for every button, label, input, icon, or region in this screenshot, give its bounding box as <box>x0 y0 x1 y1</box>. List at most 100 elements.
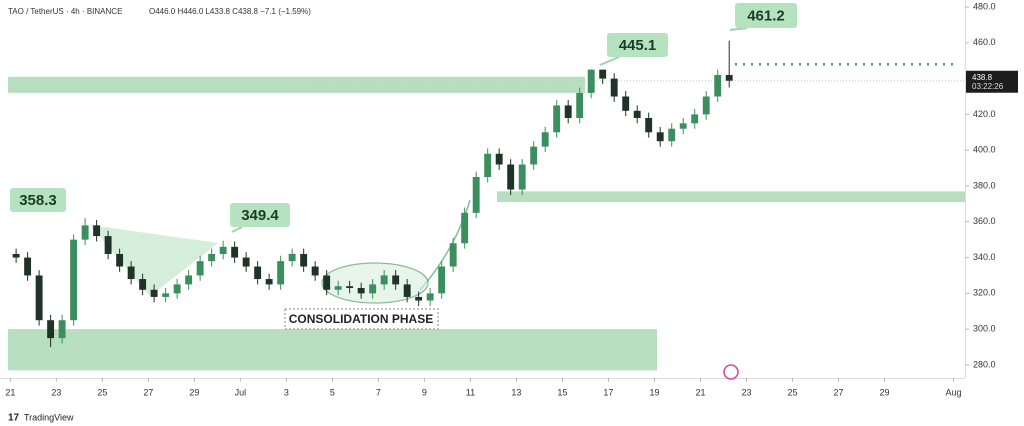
candle-body <box>150 289 158 297</box>
callout-label: 358.3 <box>19 192 57 209</box>
callout-box <box>735 3 797 28</box>
callout-label: 461.2 <box>747 7 785 24</box>
x-tick-label: 29 <box>189 387 199 397</box>
x-tick-label: 29 <box>879 387 889 397</box>
candle-body <box>541 132 549 147</box>
candle-body <box>70 239 78 321</box>
candle-body <box>564 105 572 118</box>
x-tick-label: 21 <box>695 387 705 397</box>
candle-body <box>438 266 446 294</box>
candle-body <box>495 153 503 165</box>
candle-body <box>288 253 296 262</box>
logo-mark: 17 <box>8 413 20 424</box>
x-tick-label: 17 <box>603 387 613 397</box>
candle-body <box>599 69 607 79</box>
candle-body <box>484 153 492 178</box>
y-tick-label: 420.0 <box>973 109 996 119</box>
candle-body <box>208 253 216 262</box>
candle-body <box>668 128 676 142</box>
candle-body <box>518 164 526 190</box>
icon-circle <box>723 364 739 380</box>
x-tick-label: 23 <box>51 387 61 397</box>
candle-body <box>622 96 630 111</box>
candle-body <box>12 253 20 258</box>
x-tick-label: 19 <box>649 387 659 397</box>
candle-body <box>576 92 584 118</box>
candle-body <box>47 320 55 339</box>
candle-body <box>633 110 641 118</box>
candle-body <box>702 96 710 115</box>
candle-body <box>714 75 722 97</box>
candle-body <box>242 257 250 267</box>
candle-body <box>426 293 434 301</box>
x-tick-label: 27 <box>833 387 843 397</box>
candle-body <box>334 286 342 290</box>
x-tick-label: 15 <box>557 387 567 397</box>
brand-name: TradingView <box>24 412 74 422</box>
candle-body <box>346 286 354 288</box>
candle-body <box>587 69 595 93</box>
x-tick-label: 13 <box>511 387 521 397</box>
candle-body <box>162 293 170 297</box>
candle-body <box>530 146 538 165</box>
x-tick-label: Jul <box>235 387 247 397</box>
support-zone <box>497 191 965 203</box>
candle-body <box>24 257 32 276</box>
x-tick-label: 3 <box>284 387 289 397</box>
candle-body <box>35 275 43 321</box>
x-tick-label: 9 <box>422 387 427 397</box>
candle-body <box>254 266 262 280</box>
consolidation-ellipse <box>321 262 429 304</box>
callout-box <box>607 33 668 57</box>
candle-body <box>656 132 664 142</box>
candle-body <box>369 284 377 294</box>
candle-body <box>196 261 204 276</box>
candle-body <box>403 284 411 297</box>
candle-body <box>58 320 66 339</box>
replay-icon <box>723 364 739 380</box>
candle-body <box>323 275 331 290</box>
candle-body <box>461 212 469 244</box>
y-tick-label: 380.0 <box>973 180 996 190</box>
y-tick-label: 300.0 <box>973 324 996 334</box>
candle-body <box>127 266 135 280</box>
candle-body <box>81 225 89 240</box>
candle-body <box>691 114 699 124</box>
y-tick-label: 400.0 <box>973 145 996 155</box>
candle-body <box>93 225 101 237</box>
x-tick-label: 11 <box>466 387 475 397</box>
wedge-shape <box>90 225 218 296</box>
y-tick-label: 460.0 <box>973 37 996 47</box>
x-tick-label: Aug <box>945 387 961 397</box>
y-tick-label: 360.0 <box>973 216 996 226</box>
brand-logo: 17 <box>8 413 20 424</box>
callout-pointer <box>729 27 748 31</box>
phase-label-box <box>284 308 439 330</box>
y-tick-label: 340.0 <box>973 252 996 262</box>
callout-pointer <box>599 56 620 66</box>
price-tag <box>966 70 1018 93</box>
candle-body <box>300 253 308 267</box>
candle-body <box>392 275 400 285</box>
x-tick-label: 7 <box>376 387 381 397</box>
y-tick-label: 480.0 <box>973 1 996 11</box>
x-tick-label: 25 <box>787 387 797 397</box>
candle-body <box>553 105 561 133</box>
candle-body <box>116 253 124 267</box>
x-tick-label: 27 <box>143 387 153 397</box>
candle-body <box>357 287 365 294</box>
candle-body <box>277 261 285 285</box>
x-tick-label: 5 <box>330 387 335 397</box>
candle-body <box>507 164 515 190</box>
candle-body <box>645 117 653 133</box>
callout-label: 445.1 <box>619 37 657 54</box>
support-zone <box>8 76 585 93</box>
x-tick-label: 23 <box>741 387 751 397</box>
candle-body <box>265 279 273 285</box>
candle-body <box>139 279 147 290</box>
y-tick-label: 280.0 <box>973 359 996 369</box>
callout-box <box>230 203 290 227</box>
price-tag-countdown: 03:22:26 <box>972 82 1004 91</box>
symbol-title: TAO / TetherUS · 4h · BINANCE <box>8 7 122 16</box>
